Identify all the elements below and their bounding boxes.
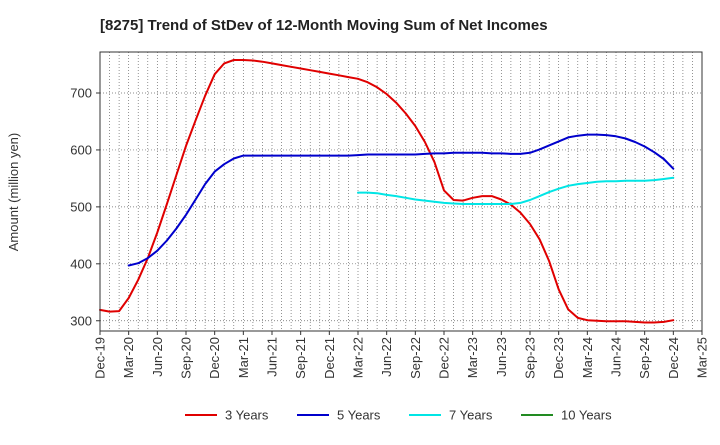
x-tick-label: Sep-21 — [293, 337, 308, 379]
x-tick-label: Mar-24 — [580, 337, 595, 378]
x-tick-label: Mar-21 — [236, 337, 251, 378]
y-tick-label: 300 — [70, 313, 92, 328]
plot-area-frame — [99, 51, 703, 332]
x-tick-label: Dec-22 — [437, 337, 452, 379]
x-tick-label: Dec-24 — [666, 337, 681, 379]
x-axis-ticks: Dec-19 Mar-20 Jun-20 Sep-20 Dec-20 Mar-21 Jun-… — [93, 331, 710, 379]
series-line-3-years — [99, 59, 675, 324]
y-axis-label: Amount (million yen) — [6, 133, 21, 252]
x-tick-label: Dec-21 — [322, 337, 337, 379]
x-tick-label: Jun-23 — [494, 337, 509, 377]
y-axis-ticks: 300 400 500 600 700 — [70, 85, 100, 328]
x-tick-label: Jun-21 — [265, 337, 280, 377]
x-tick-label: Mar-20 — [121, 337, 136, 378]
legend-label: 3 Years — [225, 408, 269, 423]
x-tick-label: Dec-20 — [207, 337, 222, 379]
x-tick-label: Dec-19 — [93, 337, 108, 379]
x-tick-label: Mar-23 — [465, 337, 480, 378]
x-tick-label: Sep-22 — [408, 337, 423, 379]
x-tick-label: Sep-24 — [637, 337, 652, 379]
legend-label: 10 Years — [561, 408, 612, 423]
x-tick-label: Sep-23 — [523, 337, 538, 379]
x-tick-label: Mar-22 — [351, 337, 366, 378]
x-tick-label: Jun-20 — [150, 337, 165, 377]
x-tick-label: Dec-23 — [551, 337, 566, 379]
legend: 3 Years 5 Years 7 Years 10 Years — [185, 408, 612, 423]
x-tick-label: Mar-25 — [695, 337, 710, 378]
chart-title: [8275] Trend of StDev of 12-Month Moving… — [100, 17, 548, 34]
legend-label: 5 Years — [337, 408, 381, 423]
y-tick-label: 700 — [70, 85, 92, 100]
series-lines — [99, 59, 675, 324]
x-tick-label: Jun-24 — [609, 337, 624, 377]
y-tick-label: 500 — [70, 199, 92, 214]
x-tick-label: Jun-22 — [379, 337, 394, 377]
y-tick-label: 400 — [70, 256, 92, 271]
legend-label: 7 Years — [449, 408, 493, 423]
series-line-5-years — [127, 133, 675, 267]
x-tick-label: Sep-20 — [179, 337, 194, 379]
series-line-7-years — [357, 176, 675, 205]
y-tick-label: 600 — [70, 142, 92, 157]
grid-lines — [99, 52, 703, 331]
